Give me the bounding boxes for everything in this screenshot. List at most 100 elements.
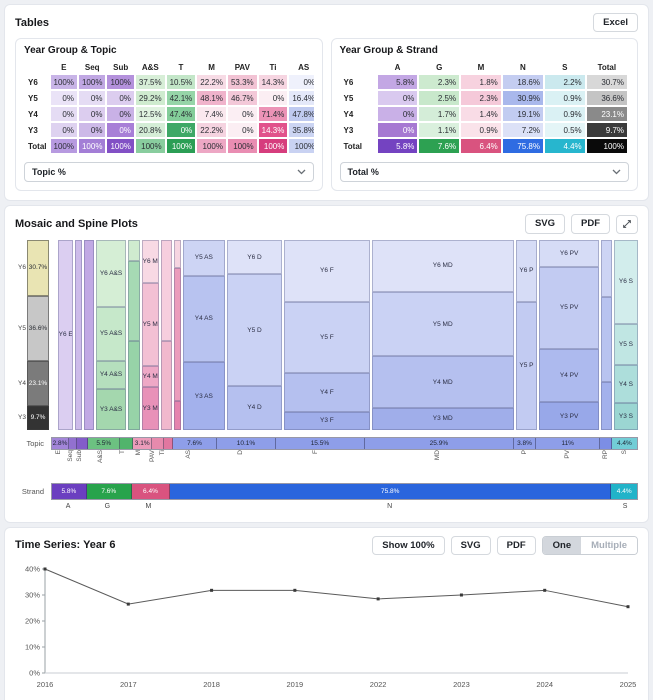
- mosaic-cell: Y4 MD: [371, 356, 514, 409]
- column-header: A: [394, 63, 401, 73]
- table-row: Y30%0%0%20.8%0%22.2%0%14.3%35.8%0%5.9%8.…: [26, 123, 314, 138]
- mosaic-cell: Y5 MD: [371, 291, 514, 357]
- topic-tick-label: M: [134, 449, 142, 456]
- topic-tick-label: P: [521, 449, 529, 455]
- year-spine-segment: Y6 30.7%: [15, 239, 49, 297]
- year-spine-box: 9.7%: [27, 405, 49, 430]
- strand-tick: S: [612, 503, 638, 514]
- heat-cell: 0%: [107, 123, 134, 138]
- excel-export-button[interactable]: Excel: [593, 13, 638, 33]
- topic-axis-ticks: E Seq Sub A&S T M PAV Ti AS D F MD P PV RP S: [51, 450, 638, 474]
- heat-cell: 100%: [50, 139, 77, 154]
- column-header: M: [477, 63, 485, 73]
- mosaic-cell: [128, 340, 140, 430]
- year-spine-box: 36.6%: [27, 296, 49, 362]
- heat-cell: 0%: [50, 123, 77, 138]
- mosaic-column-m: Y6 M Y5 M Y4 M Y3 M: [141, 239, 159, 430]
- mosaic-cell: Y3 PV: [538, 402, 600, 430]
- strand-spine-segment: 4.4%: [611, 483, 637, 499]
- topic-tick: PAV: [148, 450, 160, 474]
- row-label: Total: [28, 141, 47, 151]
- mosaic-cell: [173, 268, 181, 402]
- row-label: Y3: [343, 125, 354, 135]
- table-row: Total 5.8% 7.6% 6.4% 75.8% 4.4% 100%: [342, 139, 627, 154]
- heat-cell: 0%: [377, 107, 418, 122]
- heat-cell: 7.6%: [419, 139, 460, 154]
- heat-cell: 71.4%: [258, 107, 288, 122]
- heat-cell: 100%: [586, 139, 627, 154]
- heat-cell: 4.4%: [545, 139, 585, 154]
- column-header: AS: [298, 63, 310, 73]
- mosaic-pdf-button[interactable]: PDF: [571, 214, 610, 234]
- view-mode-one[interactable]: One: [542, 536, 582, 554]
- heat-cell: 20.8%: [135, 123, 165, 138]
- topic-spine-segment: [164, 437, 173, 449]
- expand-button[interactable]: [616, 214, 638, 234]
- timeseries-title: Time Series: Year 6: [15, 539, 116, 552]
- svg-text:2025: 2025: [620, 680, 637, 689]
- mosaic-column-sub: [84, 239, 94, 430]
- timeseries-pdf-button[interactable]: PDF: [496, 535, 536, 556]
- topic-tick-label: F: [312, 449, 320, 454]
- topic-tick: P: [514, 450, 536, 474]
- mosaic-svg-button[interactable]: SVG: [524, 214, 565, 234]
- heat-cell: 1.1%: [419, 123, 460, 138]
- table-row: Y6 5.8% 2.3% 1.8% 18.6% 2.2% 30.7%: [342, 75, 627, 90]
- column-header: A&S: [141, 63, 159, 73]
- topic-table-mode-dropdown[interactable]: Topic %: [24, 162, 314, 183]
- year-spine-segment: Y3 9.7%: [15, 405, 49, 430]
- strand-tick: N: [167, 503, 612, 514]
- topic-tick: S: [612, 450, 638, 474]
- timeseries-svg-button[interactable]: SVG: [450, 535, 491, 556]
- mosaic-cell: [160, 340, 172, 430]
- topic-tick: Seq: [67, 450, 74, 474]
- table-row: Y4 0% 1.7% 1.4% 19.1% 0.9% 23.1%: [342, 107, 627, 122]
- heat-cell: 2.5%: [419, 91, 460, 106]
- year-group-strand-card: Year Group & Strand A G M N S Total Y6 5.8% 2.3%…: [330, 38, 638, 192]
- heat-cell: 19.1%: [502, 107, 543, 122]
- row-label: Y6: [28, 77, 38, 87]
- year-spine-segment: Y4 23.1%: [15, 361, 49, 406]
- mosaic-plot: Y6 30.7% Y5 36.6% Y4 23.1% Y3 9.7% Y6 E Y6 A&S Y5…: [15, 239, 639, 430]
- heat-cell: 47.4%: [166, 107, 196, 122]
- mosaic-cell: [601, 239, 612, 297]
- view-mode-multiple[interactable]: Multiple: [581, 536, 637, 554]
- column-header: Sub: [113, 63, 129, 73]
- mosaic-cell: [128, 239, 140, 262]
- topic-tick-label: T: [119, 449, 127, 454]
- heat-cell: 9.7%: [586, 123, 627, 138]
- heat-cell: 100%: [50, 75, 77, 90]
- show-100-button[interactable]: Show 100%: [372, 535, 445, 556]
- heat-cell: 100%: [227, 139, 257, 154]
- heat-cell: 22.2%: [197, 123, 226, 138]
- mosaic-cell: Y4 S: [613, 365, 639, 404]
- heat-cell: 0%: [107, 107, 134, 122]
- strand-tick: A: [51, 503, 85, 514]
- heat-cell: 6.4%: [461, 139, 501, 154]
- row-label: Y5: [343, 93, 354, 103]
- year-spine: Y6 30.7% Y5 36.6% Y4 23.1% Y3 9.7%: [15, 239, 49, 430]
- heat-cell: 100%: [289, 139, 314, 154]
- strand-tick: G: [85, 503, 130, 514]
- mosaic-cell: [84, 239, 94, 430]
- topic-tick-label: MD: [433, 449, 441, 460]
- mosaic-column-seq: [75, 239, 82, 430]
- mosaic-cell: Y6 M: [141, 239, 159, 283]
- mosaic-cell: Y4 M: [141, 366, 159, 387]
- heat-cell: 48.1%: [197, 91, 226, 106]
- heat-cell: 14.3%: [258, 75, 288, 90]
- strand-axis-label: Strand: [21, 486, 44, 496]
- table-row: Y3 0% 1.1% 0.9% 7.2% 0.5% 9.7%: [342, 123, 627, 138]
- heat-cell: 100%: [197, 139, 226, 154]
- mosaic-cell: [601, 381, 612, 430]
- table-row: Total 100% 100% 100% 100% 100% 100% 100% 100% 100…: [26, 139, 314, 154]
- column-header: PAV: [234, 63, 250, 73]
- topic-spine-segment: 3.8%: [513, 437, 537, 449]
- heat-cell: 2.3%: [461, 91, 501, 106]
- mosaic-column-e: Y6 E: [58, 239, 74, 430]
- column-header: T: [178, 63, 184, 73]
- heat-cell: 22.2%: [197, 75, 226, 90]
- heat-cell: 0%: [166, 123, 196, 138]
- strand-table-mode-dropdown[interactable]: Total %: [339, 162, 629, 183]
- mosaic-cell: Y5 PV: [538, 267, 600, 349]
